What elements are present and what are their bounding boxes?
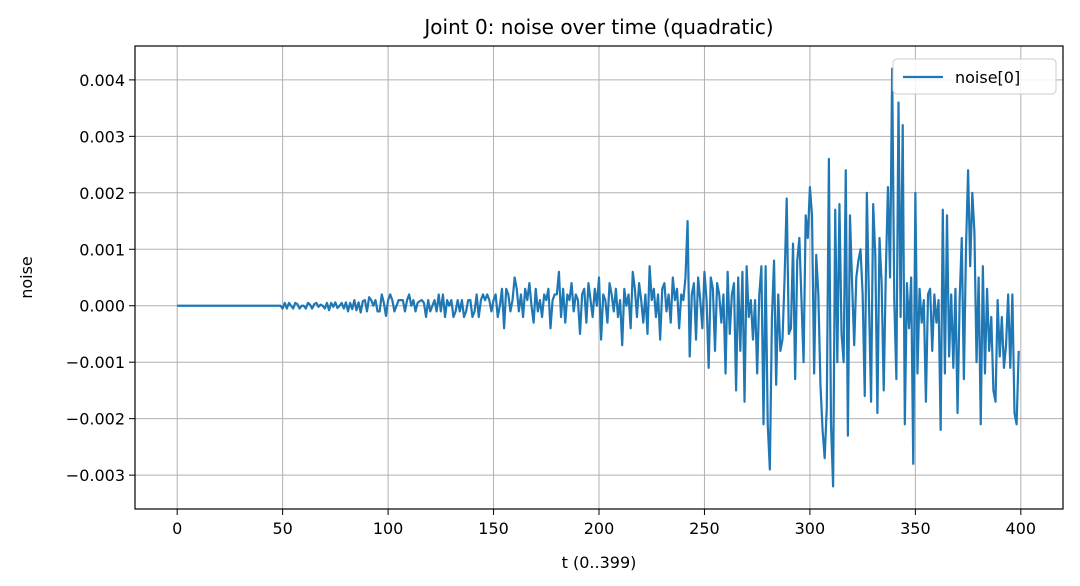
y-tick-label: 0.003	[79, 127, 125, 146]
y-tick-label: 0.004	[79, 71, 125, 90]
ticks: 0 50 100 150 200 250 300 350 400 −0.003 −0.002 −0.0…	[66, 71, 1036, 538]
x-tick-label: 50	[272, 519, 292, 538]
x-tick-label: 250	[689, 519, 720, 538]
y-tick-label: 0.002	[79, 184, 125, 203]
y-tick-label: −0.003	[66, 466, 125, 485]
y-tick-label: 0.000	[79, 297, 125, 316]
y-tick-label: 0.001	[79, 240, 125, 259]
x-tick-label: 150	[478, 519, 509, 538]
legend-box	[892, 58, 1057, 95]
y-axis-label: noise	[17, 256, 36, 299]
x-tick-label: 200	[584, 519, 615, 538]
x-tick-label: 100	[373, 519, 404, 538]
plot-area	[177, 67, 1020, 488]
x-tick-label: 300	[795, 519, 826, 538]
series-line	[177, 67, 1020, 488]
x-axis-label: t (0..399)	[562, 553, 637, 572]
x-tick-label: 0	[172, 519, 182, 538]
x-tick-label: 400	[1006, 519, 1037, 538]
y-tick-label: −0.001	[66, 353, 125, 372]
chart-title: Joint 0: noise over time (quadratic)	[422, 15, 773, 39]
legend-label: noise[0]	[955, 68, 1020, 87]
legend: noise[0]	[892, 58, 1057, 95]
grid	[135, 46, 1063, 509]
y-tick-label: −0.002	[66, 410, 125, 429]
x-tick-label: 350	[900, 519, 931, 538]
